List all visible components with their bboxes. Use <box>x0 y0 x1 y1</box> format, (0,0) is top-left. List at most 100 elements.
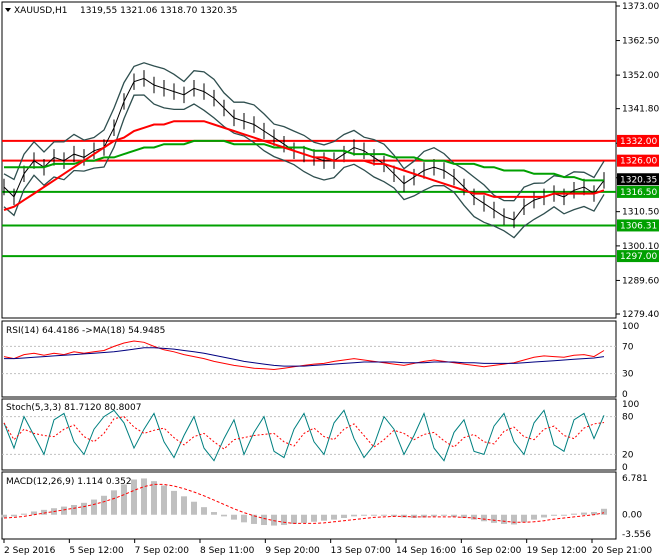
time-tick-label-9: 20 Sep 21:00 <box>592 546 652 556</box>
macd-bar-21 <box>211 512 217 515</box>
macd-bar-10 <box>101 495 107 515</box>
macd-bar-23 <box>231 514 237 520</box>
stoch-signal-line <box>3 416 605 450</box>
y-tick-label-1: 1362.50 <box>622 37 659 47</box>
macd-bar-51 <box>511 514 517 525</box>
price-tag-4 <box>617 219 659 232</box>
price-tag-1 <box>617 154 659 167</box>
stoch-label: Stoch(5,3,3) 81.7120 80.8007 <box>6 403 141 413</box>
macd-bar-25 <box>251 514 257 524</box>
time-tick-label-4: 9 Sep 20:00 <box>265 546 320 556</box>
time-tick-label-8: 19 Sep 12:00 <box>527 546 587 556</box>
time-tick-label-3: 8 Sep 11:00 <box>200 546 255 556</box>
price-tag-label-3: 1316.50 <box>620 188 657 198</box>
macd-bar-29 <box>291 514 297 524</box>
macd-bar-8 <box>81 502 87 515</box>
lower-band-line <box>3 94 605 239</box>
macd-bar-14 <box>141 478 147 515</box>
time-tick-label-5: 13 Sep 07:00 <box>331 546 391 556</box>
y-tick-label-6: 1310.50 <box>622 208 659 218</box>
rsi-panel[interactable] <box>1 320 617 398</box>
macd-bar-53 <box>531 514 537 520</box>
stoch-tick-0: 100 <box>622 400 639 410</box>
macd-bar-37 <box>371 514 377 516</box>
price-tag-5 <box>617 250 659 263</box>
y-tick-label-0: 1373.00 <box>622 2 659 12</box>
rsi-line <box>3 340 605 371</box>
price-tag-label-1: 1326.00 <box>620 157 657 167</box>
price-tag-label-0: 1332.00 <box>620 137 657 147</box>
stoch-panel[interactable] <box>1 398 617 471</box>
macd-bar-42 <box>421 514 427 518</box>
time-tick-label-7: 16 Sep 02:00 <box>461 546 521 556</box>
macd-bar-13 <box>131 479 137 515</box>
red-ma-line <box>3 120 605 211</box>
macd-bar-26 <box>261 514 267 526</box>
macd-bar-4 <box>41 509 47 515</box>
y-tick-label-7: 1300.10 <box>622 242 659 252</box>
macd-bar-18 <box>181 496 187 515</box>
y-tick-label-2: 1352.00 <box>622 71 659 81</box>
time-tick-label-2: 7 Sep 02:00 <box>135 546 190 556</box>
y-tick-label-3: 1341.80 <box>622 105 659 115</box>
stoch-tick-3: 0 <box>622 463 628 473</box>
macd-label: MACD(12,26,9) 1.114 0.352 <box>6 477 132 487</box>
macd-bar-30 <box>301 514 307 523</box>
price-tag-2 <box>617 173 659 186</box>
macd-bar-49 <box>491 514 497 523</box>
time-tick-label-0: 2 Sep 2016 <box>4 546 56 556</box>
macd-bar-60 <box>601 508 607 515</box>
macd-bar-28 <box>281 514 287 526</box>
macd-bar-39 <box>391 514 397 517</box>
upper-band-line <box>3 62 605 202</box>
price-tag-label-2: 1320.35 <box>620 175 657 185</box>
macd-bar-17 <box>171 490 177 515</box>
macd-bar-31 <box>311 514 317 522</box>
macd-tick-0: 6.781 <box>622 474 648 484</box>
macd-bar-35 <box>351 514 357 517</box>
macd-bar-6 <box>61 506 67 515</box>
macd-bar-57 <box>571 513 577 515</box>
rsi-label: RSI(14) 64.4186 ->MA(18) 54.9485 <box>6 326 165 336</box>
macd-bar-41 <box>411 514 417 518</box>
stoch-main-line <box>3 409 605 462</box>
macd-bar-48 <box>481 514 487 522</box>
macd-bar-24 <box>241 514 247 523</box>
stoch-tick-1: 80 <box>622 413 634 423</box>
price-tag-label-5: 1297.00 <box>620 252 657 262</box>
rsi-ma-line <box>4 347 605 367</box>
rsi-tick-0: 100 <box>622 322 639 332</box>
macd-bar-3 <box>31 511 37 515</box>
green-ma-line <box>4 139 604 182</box>
macd-bar-50 <box>501 514 507 524</box>
macd-bar-54 <box>541 514 547 518</box>
macd-bar-44 <box>441 514 447 516</box>
macd-bar-20 <box>201 507 207 515</box>
macd-tick-1: 0.00 <box>622 511 642 521</box>
macd-bar-46 <box>461 514 467 518</box>
macd-bar-16 <box>161 485 167 515</box>
macd-bar-1 <box>11 514 17 517</box>
macd-bar-32 <box>321 514 327 521</box>
time-tick-label-1: 5 Sep 12:00 <box>69 546 124 556</box>
dropdown-triangle-icon[interactable] <box>5 8 11 12</box>
macd-bar-19 <box>191 501 197 515</box>
macd-bar-33 <box>331 514 337 520</box>
macd-bar-11 <box>111 490 117 515</box>
y-tick-label-8: 1289.60 <box>622 276 659 286</box>
rsi-tick-1: 70 <box>622 342 634 352</box>
price-tag-3 <box>617 185 659 198</box>
macd-bar-55 <box>551 514 557 516</box>
macd-bar-52 <box>521 514 527 523</box>
rsi-tick-3: 0 <box>622 390 628 400</box>
macd-bar-15 <box>151 481 157 515</box>
macd-bar-43 <box>431 514 437 517</box>
macd-bar-2 <box>21 513 27 515</box>
macd-bar-7 <box>71 504 77 515</box>
macd-tick-2: -3.556 <box>622 530 651 540</box>
symbol-label: XAUUSD,H1 <box>14 6 68 16</box>
time-tick-label-6: 14 Sep 16:00 <box>396 546 456 556</box>
macd-bar-38 <box>381 514 387 516</box>
macd-bar-47 <box>471 514 477 520</box>
